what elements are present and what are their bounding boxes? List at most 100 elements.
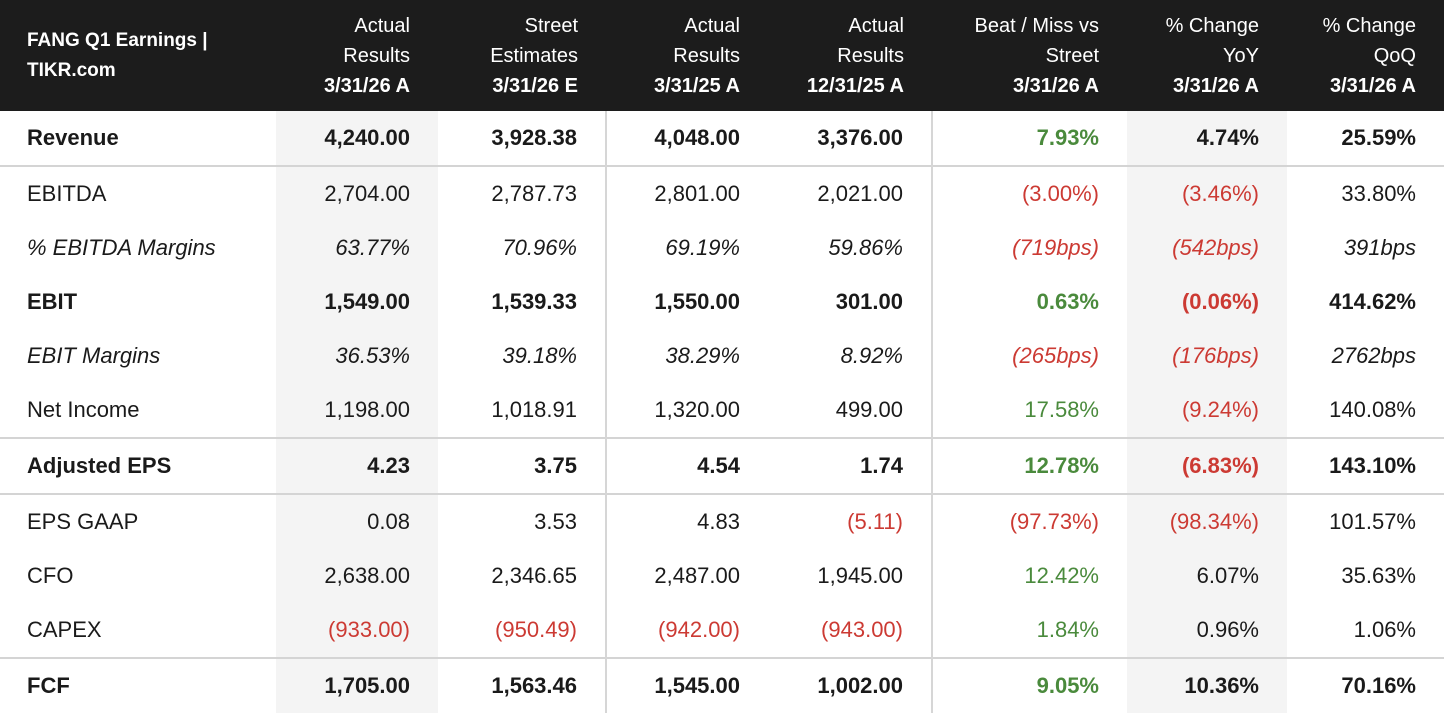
row-label: EPS GAAP <box>0 493 276 549</box>
header-row: FANG Q1 Earnings | TIKR.com Actual Resul… <box>0 0 1444 111</box>
cell-change-qoq: 391bps <box>1343 235 1416 260</box>
cell-actual-q1-26: 1,705.00 <box>276 657 438 713</box>
cell-actual-q1-25: 1,545.00 <box>605 657 768 713</box>
cell-actual-q1-26: 1,198.00 <box>276 383 438 438</box>
cell-street-estimate: 2,787.73 <box>438 165 606 221</box>
row-label: FCF <box>0 657 276 713</box>
cell-actual-q1-26: 4,240.00 <box>276 111 438 166</box>
row-label: CFO <box>27 563 74 588</box>
column-header-line-1: Actual <box>848 14 904 37</box>
row-label: EBIT Margins <box>27 343 161 368</box>
row-label: CAPEX <box>27 617 102 642</box>
cell-change-yoy: (542bps) <box>1127 221 1287 275</box>
column-header-line-1: Actual <box>684 14 740 37</box>
table-row-capex: CAPEX (933.00) (950.49) (942.00) (943.00… <box>0 603 1444 658</box>
cell-actual-q1-25: 4.54 <box>605 437 768 494</box>
cell-actual-q4-25: 3,376.00 <box>817 125 903 150</box>
row-label: % EBITDA Margins <box>27 235 216 260</box>
cell-change-qoq: 414.62% <box>1329 289 1416 314</box>
cell-actual-q4-25: 499.00 <box>835 397 903 422</box>
cell-change-yoy: (9.24%) <box>1127 383 1287 438</box>
cell-beat-miss: 7.93% <box>931 111 1127 166</box>
cell-beat-miss: 0.63% <box>931 275 1127 329</box>
cell-beat-miss: 17.58% <box>931 383 1127 438</box>
cell-actual-q1-25: 1,320.00 <box>605 383 768 438</box>
column-header-line-2: Results <box>343 44 410 67</box>
cell-actual-q1-26: 2,704.00 <box>276 165 438 221</box>
cell-beat-miss: 12.78% <box>931 437 1127 494</box>
cell-change-yoy: (176bps) <box>1127 329 1287 383</box>
cell-change-yoy: (3.46%) <box>1127 165 1287 221</box>
column-header-line-2: Street <box>1045 44 1099 67</box>
table-row-ebit: EBIT 1,549.00 1,539.33 1,550.00 301.00 0… <box>0 275 1444 329</box>
cell-beat-miss: (719bps) <box>931 221 1127 275</box>
row-label: Revenue <box>27 125 119 150</box>
cell-change-yoy: (0.06%) <box>1127 275 1287 329</box>
column-header-line-1: % Change <box>1165 14 1259 37</box>
cell-change-qoq: 101.57% <box>1287 493 1444 549</box>
cell-change-yoy: (6.83%) <box>1127 437 1287 494</box>
cell-actual-q1-26: 36.53% <box>276 329 438 383</box>
column-header-line-2: YoY <box>1223 44 1259 67</box>
cell-change-yoy: (98.34%) <box>1127 493 1287 549</box>
column-header-date: 3/31/26 A <box>1173 74 1259 97</box>
cell-change-yoy: 10.36% <box>1127 657 1287 713</box>
column-header-date: 12/31/25 A <box>806 74 904 97</box>
title-line-1: FANG Q1 Earnings | <box>27 29 208 51</box>
column-header-line-1: % Change <box>1322 14 1416 37</box>
cell-beat-miss: (3.00%) <box>931 165 1127 221</box>
cell-actual-q1-26: 1,549.00 <box>276 275 438 329</box>
cell-beat-miss: (97.73%) <box>931 493 1127 549</box>
column-header-actual-q1-26: Actual Results 3/31/26 A <box>276 0 438 111</box>
table-row-fcf: FCF 1,705.00 1,563.46 1,545.00 1,002.00 … <box>0 657 1444 713</box>
cell-actual-q1-26: 4.23 <box>276 437 438 494</box>
cell-actual-q1-25: (942.00) <box>605 603 768 658</box>
cell-actual-q1-25: 69.19% <box>605 221 768 275</box>
cell-actual-q1-25: 4.83 <box>605 493 768 549</box>
cell-change-qoq: 25.59% <box>1341 125 1416 150</box>
cell-actual-q1-26: 2,638.00 <box>276 549 438 603</box>
table-row-eps-gaap: EPS GAAP 0.08 3.53 4.83 (5.11) (97.73%) … <box>0 493 1444 549</box>
column-header-date: 3/31/26 A <box>1013 74 1099 97</box>
cell-street-estimate: (950.49) <box>495 617 577 642</box>
column-header-change-yoy: % Change YoY 3/31/26 A <box>1127 0 1287 111</box>
cell-street-estimate: 1,563.46 <box>438 657 606 713</box>
column-header-date: 3/31/26 E <box>492 74 578 97</box>
cell-change-qoq: 1.06% <box>1353 617 1416 642</box>
column-header-street-estimates: Street Estimates 3/31/26 E <box>438 0 606 111</box>
cell-street-estimate: 70.96% <box>502 235 577 260</box>
cell-actual-q4-25: 8.92% <box>840 343 903 368</box>
cell-street-estimate: 3,928.38 <box>491 125 577 150</box>
cell-street-estimate: 39.18% <box>502 343 577 368</box>
table-row-cfo: CFO 2,638.00 2,346.65 2,487.00 1,945.00 … <box>0 549 1444 603</box>
cell-actual-q1-25: 38.29% <box>605 329 768 383</box>
cell-beat-miss: 9.05% <box>931 657 1127 713</box>
table-row-ebitda: EBITDA 2,704.00 2,787.73 2,801.00 2,021.… <box>0 165 1444 221</box>
cell-change-qoq: 2762bps <box>1331 343 1416 368</box>
column-header-line-1: Actual <box>354 14 410 37</box>
column-header-date: 3/31/26 A <box>1330 74 1416 97</box>
cell-street-estimate: 2,346.65 <box>491 563 577 588</box>
cell-actual-q1-25: 2,801.00 <box>605 165 768 221</box>
column-header-date: 3/31/26 A <box>324 74 410 97</box>
table-row-adjusted-eps: Adjusted EPS 4.23 3.75 4.54 1.74 12.78% … <box>0 437 1444 494</box>
column-header-change-qoq: % Change QoQ 3/31/26 A <box>1287 0 1444 111</box>
cell-beat-miss: 1.84% <box>931 603 1127 658</box>
table-row-ebitda-margins: % EBITDA Margins 63.77% 70.96% 69.19% 59… <box>0 221 1444 275</box>
table-row-ebit-margins: EBIT Margins 36.53% 39.18% 38.29% 8.92% … <box>0 329 1444 383</box>
cell-street-estimate: 1,539.33 <box>491 289 577 314</box>
cell-actual-q4-25: 59.86% <box>828 235 903 260</box>
title-line-2: TIKR.com <box>27 59 116 81</box>
cell-actual-q1-26: 63.77% <box>276 221 438 275</box>
column-header-actual-q4-25: Actual Results 12/31/25 A <box>768 0 932 111</box>
column-header-line-2: Estimates <box>490 44 578 67</box>
column-header-line-1: Street <box>524 14 578 37</box>
cell-beat-miss: 12.42% <box>931 549 1127 603</box>
cell-change-qoq: 35.63% <box>1341 563 1416 588</box>
row-label: Net Income <box>27 397 140 422</box>
cell-actual-q4-25: 1,002.00 <box>768 657 932 713</box>
column-header-beat-miss: Beat / Miss vs Street 3/31/26 A <box>932 0 1127 111</box>
cell-actual-q1-25: 4,048.00 <box>605 111 768 166</box>
